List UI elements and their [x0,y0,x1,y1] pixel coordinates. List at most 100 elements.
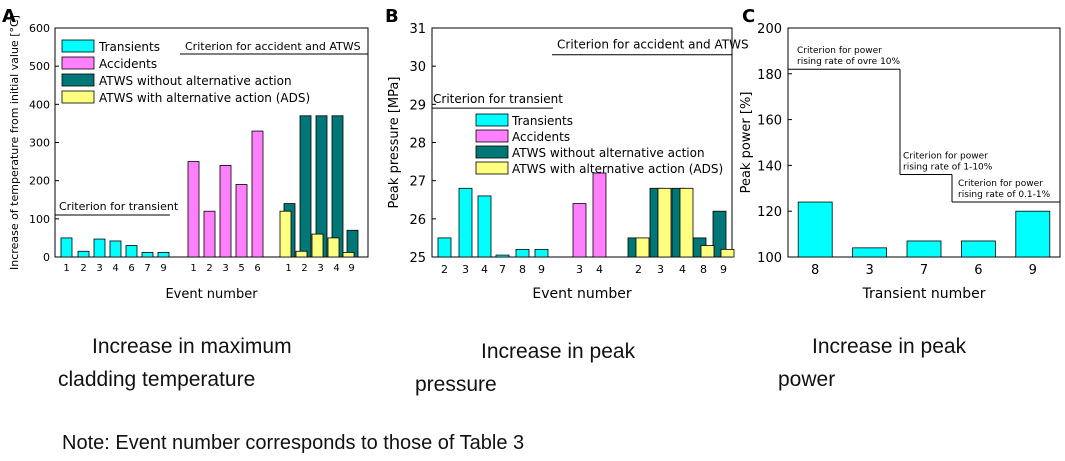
x-tick-label-b: 2 [441,263,448,276]
x-tick-label-a: 5 [238,263,244,274]
bar-atws-with-b [657,187,672,258]
bar-atws-without-a [331,115,344,258]
bar-atws-with-b [700,245,715,258]
caption-a-line2: cladding temperature [58,368,256,391]
bar-atws-with-a [327,237,340,258]
panel-c: C 100 120 140 160 180 200 Peak power [%] Transie… [739,6,1061,302]
x-tick-label-a: 2 [206,263,212,274]
x-tick-label-b: 4 [596,263,603,276]
legend-swatch-a [61,90,95,104]
y-tick-label-a: 200 [29,175,50,188]
caption-a-line1: Increase in maximum [92,335,292,358]
y-tick-label-b: 30 [409,60,426,75]
bar-atws-with-a [342,252,355,258]
bar-transient-c [906,240,942,258]
x-tick-label-c: 6 [974,263,982,278]
bar-accident-b [572,203,587,258]
criterion-label-c: Criterion for power [958,179,1043,189]
caption-c-line1: Increase in peak [812,335,967,358]
x-tick-label-b: 3 [576,263,583,276]
x-tick-label-b: 9 [720,263,727,276]
x-tick-label-a: 6 [254,263,260,274]
criterion-label-accident-a: Criterion for accident and ATWS [185,40,361,53]
bar-transient-c [797,201,833,258]
bar-accident-a [203,210,216,258]
panel-letter-a: A [2,6,16,27]
bar-transient-a [141,252,154,258]
y-tick-label-b: 31 [409,22,426,37]
bar-transient-c [852,247,887,258]
legend-swatch-a [61,39,95,53]
x-tick-label-a: 3 [96,263,102,274]
bar-atws-without-a [299,115,312,258]
criterion-label-c: rising rate of 0.1-1% [958,190,1051,200]
legend-label-b: ATWS without alternative action [512,146,705,160]
criterion-label-c: Criterion for power [903,152,988,162]
criterion-label-c: Criterion for power [797,46,882,56]
y-tick-label-c: 140 [757,159,782,174]
x-tick-label-a: 6 [128,263,134,274]
legend-label-b: Transients [511,114,573,128]
x-tick-label-b: 8 [519,263,526,276]
criterion-label-c: rising rate of 1-10% [903,163,993,173]
legend-label-a: Transients [98,40,160,54]
x-tick-label-b: 4 [679,263,686,276]
caption-b-line1: Increase in peak [481,340,636,363]
x-tick-label-a: 4 [333,263,339,274]
y-tick-label-b: 25 [409,251,426,266]
bar-atws-with-a [295,250,308,258]
criterion-label-c: rising rate of ovre 10% [797,57,901,67]
y-tick-label-c: 200 [757,22,782,37]
bar-transient-c [961,240,996,258]
y-tick-label-a: 500 [29,60,50,73]
x-tick-label-a: 9 [348,263,354,274]
x-tick-label-a: 3 [317,263,323,274]
bar-transient-a [93,238,106,258]
x-tick-label-a: 1 [63,263,69,274]
bar-accident-a [251,130,264,258]
bar-transient-b [495,254,510,258]
y-tick-label-b: 27 [409,175,426,190]
x-axis-label-b: Event number [532,286,631,302]
y-tick-label-c: 180 [757,68,782,83]
criterion-label-transient-b: Criterion for transient [433,92,563,106]
x-tick-label-a: 2 [80,263,86,274]
bar-transient-a [60,237,73,258]
bar-atws-with-b [635,237,650,258]
y-tick-label-a: 600 [29,22,50,35]
y-tick-label-a: 0 [43,251,50,264]
y-tick-label-c: 100 [757,251,782,266]
bar-atws-without-b [712,210,727,258]
x-tick-label-a: 9 [160,263,166,274]
x-tick-label-a: 2 [301,263,307,274]
x-axis-label-a: Event number [165,287,258,302]
y-axis-label-c: Peak power [%] [739,92,754,194]
legend-label-b: ATWS with alternative action (ADS) [512,162,723,176]
x-tick-label-a: 1 [190,263,196,274]
legend-swatch-b [475,161,509,175]
bar-atws-with-a [279,210,292,258]
bar-atws-with-a [311,233,324,258]
x-tick-label-b: 9 [538,263,545,276]
legend-swatch-b [475,129,509,143]
y-axis-label-a: Increase of temperature from initial val… [8,15,21,270]
bar-transient-b [515,248,530,258]
bar-accident-b [592,172,607,258]
y-tick-label-b: 28 [409,137,426,152]
caption-c-line2: power [778,368,836,391]
y-tick-label-c: 120 [757,205,782,220]
bar-transient-b [458,187,473,258]
legend-label-a: Accidents [99,57,157,71]
legend-swatch-a [61,56,95,70]
y-tick-label-b: 26 [409,213,426,228]
x-tick-label-b: 7 [499,263,506,276]
bar-transient-a [109,240,122,258]
caption-b-line2: pressure [415,373,497,396]
x-tick-label-b: 2 [635,263,642,276]
bar-transient-b [437,237,452,258]
legend-label-a: ATWS without alternative action [99,74,292,88]
bar-transient-a [157,252,170,258]
bar-transient-b [534,248,549,258]
legend-swatch-a [61,73,95,87]
